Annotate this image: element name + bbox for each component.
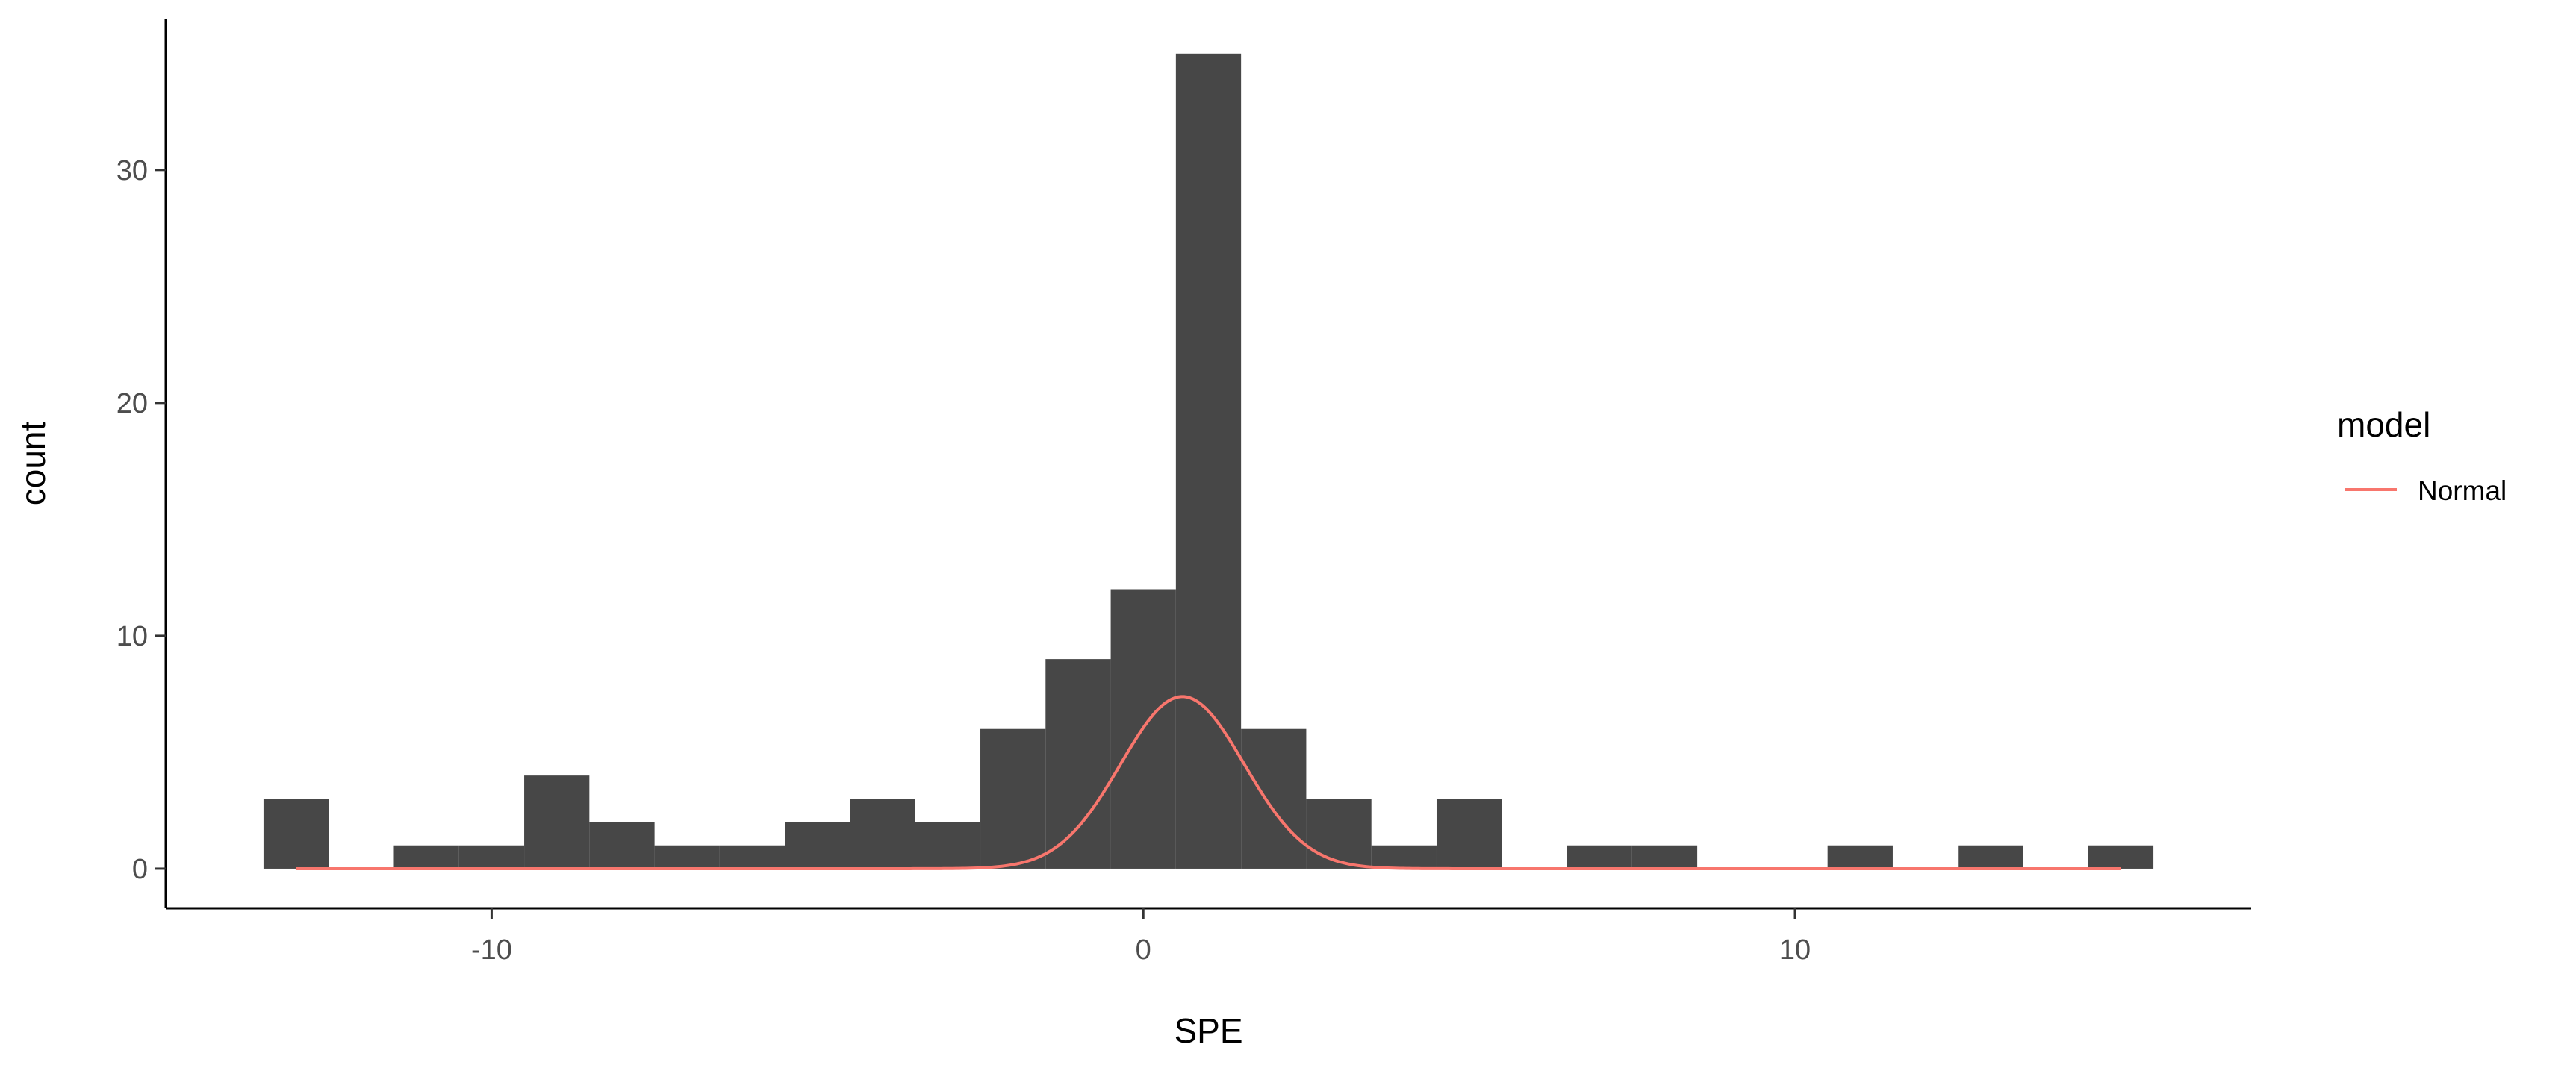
histogram-bar	[654, 845, 720, 869]
histogram-bar	[2088, 845, 2154, 869]
histogram-bar	[1371, 845, 1437, 869]
x-axis-title: SPE	[1174, 1011, 1242, 1050]
histogram-bar	[1631, 845, 1698, 869]
y-tick-label: 10	[116, 621, 148, 652]
histogram-bar	[915, 822, 981, 869]
histogram-bar	[719, 845, 785, 869]
x-tick-label: 0	[1136, 934, 1151, 966]
histogram-bar	[1241, 728, 1307, 869]
normal-density-curve	[296, 695, 2121, 870]
histogram-bar	[1306, 799, 1372, 869]
histogram-bar	[1436, 799, 1502, 869]
histogram-bar	[263, 799, 329, 869]
histogram-bar	[980, 728, 1046, 869]
y-axis-ticks: 0 10 20 30	[116, 155, 166, 885]
y-tick-label: 20	[116, 388, 148, 419]
histogram-bar	[1175, 53, 1242, 869]
y-tick-label: 30	[116, 155, 148, 187]
histogram-bars	[263, 53, 2154, 869]
histogram-bar	[1567, 845, 1632, 869]
histogram-bar	[589, 822, 655, 869]
legend-label-normal: Normal	[2418, 475, 2507, 506]
histogram-bar	[1958, 845, 2023, 869]
y-tick-label: 0	[132, 854, 148, 885]
y-axis-title: count	[13, 422, 52, 506]
x-tick-label: -10	[471, 934, 512, 966]
x-tick-label: 10	[1779, 934, 1811, 966]
histogram-bar	[393, 845, 459, 869]
legend-title: model	[2337, 405, 2430, 444]
histogram-bar	[1827, 845, 1893, 869]
legend: model Normal	[2337, 405, 2507, 506]
x-axis-ticks: -10 0 10	[471, 908, 1811, 966]
histogram-bar	[785, 822, 850, 869]
histogram-bar	[458, 845, 525, 869]
histogram-bar	[524, 775, 590, 869]
histogram-bar	[1045, 659, 1111, 869]
histogram-bar	[850, 799, 915, 869]
